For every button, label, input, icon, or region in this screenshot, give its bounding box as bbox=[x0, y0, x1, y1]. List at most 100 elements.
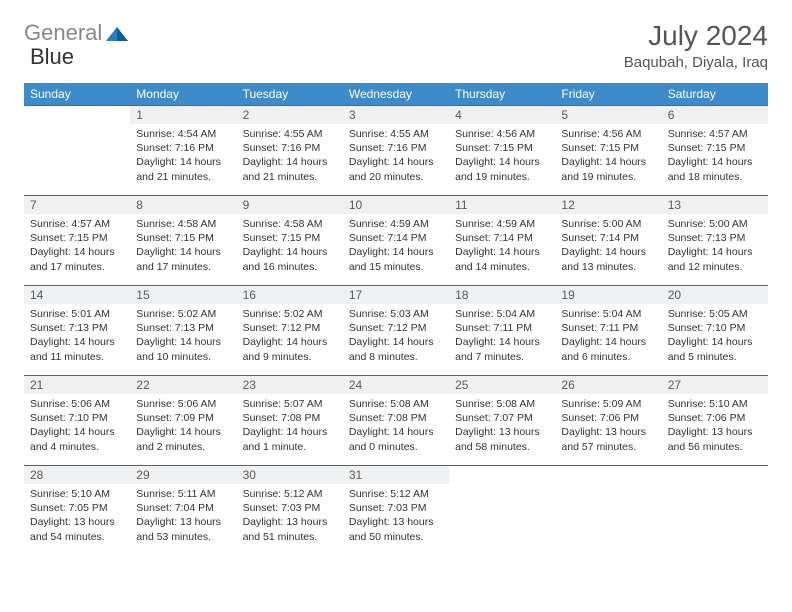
day-dl2: and 56 minutes. bbox=[668, 440, 762, 454]
day-ss: Sunset: 7:08 PM bbox=[243, 411, 337, 425]
day-dl2: and 54 minutes. bbox=[30, 530, 124, 544]
day-ss: Sunset: 7:13 PM bbox=[30, 321, 124, 335]
day-cell: 14Sunrise: 5:01 AMSunset: 7:13 PMDayligh… bbox=[24, 286, 130, 376]
day-number: 5 bbox=[555, 106, 661, 124]
day-dl1: Daylight: 14 hours bbox=[455, 245, 549, 259]
day-dl2: and 13 minutes. bbox=[561, 260, 655, 274]
day-sr: Sunrise: 4:55 AM bbox=[349, 127, 443, 141]
dow-sunday: Sunday bbox=[24, 83, 130, 106]
day-ss: Sunset: 7:09 PM bbox=[136, 411, 230, 425]
day-sr: Sunrise: 5:09 AM bbox=[561, 397, 655, 411]
day-data: Sunrise: 5:12 AMSunset: 7:03 PMDaylight:… bbox=[237, 484, 343, 550]
day-number: 7 bbox=[24, 196, 130, 214]
day-data: Sunrise: 5:10 AMSunset: 7:05 PMDaylight:… bbox=[24, 484, 130, 550]
day-ss: Sunset: 7:11 PM bbox=[455, 321, 549, 335]
week-row: 7Sunrise: 4:57 AMSunset: 7:15 PMDaylight… bbox=[24, 196, 768, 286]
day-number: 26 bbox=[555, 376, 661, 394]
day-number: 6 bbox=[662, 106, 768, 124]
day-data: Sunrise: 5:00 AMSunset: 7:14 PMDaylight:… bbox=[555, 214, 661, 280]
day-number: 9 bbox=[237, 196, 343, 214]
day-number: 11 bbox=[449, 196, 555, 214]
day-dl2: and 51 minutes. bbox=[243, 530, 337, 544]
day-dl2: and 19 minutes. bbox=[455, 170, 549, 184]
day-number: 2 bbox=[237, 106, 343, 124]
day-sr: Sunrise: 4:58 AM bbox=[136, 217, 230, 231]
day-data: Sunrise: 4:56 AMSunset: 7:15 PMDaylight:… bbox=[449, 124, 555, 190]
day-data: Sunrise: 4:57 AMSunset: 7:15 PMDaylight:… bbox=[662, 124, 768, 190]
day-dl2: and 19 minutes. bbox=[561, 170, 655, 184]
day-cell: 6Sunrise: 4:57 AMSunset: 7:15 PMDaylight… bbox=[662, 106, 768, 196]
day-dl2: and 11 minutes. bbox=[30, 350, 124, 364]
day-dl1: Daylight: 14 hours bbox=[668, 335, 762, 349]
day-number: 22 bbox=[130, 376, 236, 394]
day-ss: Sunset: 7:13 PM bbox=[136, 321, 230, 335]
day-dl1: Daylight: 14 hours bbox=[349, 425, 443, 439]
day-data: Sunrise: 4:55 AMSunset: 7:16 PMDaylight:… bbox=[237, 124, 343, 190]
day-ss: Sunset: 7:16 PM bbox=[136, 141, 230, 155]
day-ss: Sunset: 7:14 PM bbox=[561, 231, 655, 245]
day-ss: Sunset: 7:06 PM bbox=[561, 411, 655, 425]
day-cell: 27Sunrise: 5:10 AMSunset: 7:06 PMDayligh… bbox=[662, 376, 768, 466]
day-cell: 29Sunrise: 5:11 AMSunset: 7:04 PMDayligh… bbox=[130, 466, 236, 556]
day-sr: Sunrise: 4:57 AM bbox=[668, 127, 762, 141]
day-number: 14 bbox=[24, 286, 130, 304]
day-dl1: Daylight: 14 hours bbox=[243, 245, 337, 259]
day-dl2: and 17 minutes. bbox=[136, 260, 230, 274]
day-sr: Sunrise: 5:06 AM bbox=[136, 397, 230, 411]
day-cell: 20Sunrise: 5:05 AMSunset: 7:10 PMDayligh… bbox=[662, 286, 768, 376]
day-data: Sunrise: 5:03 AMSunset: 7:12 PMDaylight:… bbox=[343, 304, 449, 370]
header: General July 2024 Baqubah, Diyala, Iraq bbox=[24, 20, 768, 71]
location: Baqubah, Diyala, Iraq bbox=[624, 54, 768, 71]
day-cell: 11Sunrise: 4:59 AMSunset: 7:14 PMDayligh… bbox=[449, 196, 555, 286]
day-cell: 28Sunrise: 5:10 AMSunset: 7:05 PMDayligh… bbox=[24, 466, 130, 556]
day-ss: Sunset: 7:12 PM bbox=[243, 321, 337, 335]
day-dl1: Daylight: 14 hours bbox=[136, 245, 230, 259]
day-cell: 17Sunrise: 5:03 AMSunset: 7:12 PMDayligh… bbox=[343, 286, 449, 376]
day-sr: Sunrise: 4:58 AM bbox=[243, 217, 337, 231]
day-data: Sunrise: 5:05 AMSunset: 7:10 PMDaylight:… bbox=[662, 304, 768, 370]
day-sr: Sunrise: 4:56 AM bbox=[455, 127, 549, 141]
day-dl2: and 0 minutes. bbox=[349, 440, 443, 454]
day-sr: Sunrise: 4:57 AM bbox=[30, 217, 124, 231]
day-data: Sunrise: 4:55 AMSunset: 7:16 PMDaylight:… bbox=[343, 124, 449, 190]
day-sr: Sunrise: 5:05 AM bbox=[668, 307, 762, 321]
day-cell: 30Sunrise: 5:12 AMSunset: 7:03 PMDayligh… bbox=[237, 466, 343, 556]
day-dl2: and 12 minutes. bbox=[668, 260, 762, 274]
week-row: 1Sunrise: 4:54 AMSunset: 7:16 PMDaylight… bbox=[24, 106, 768, 196]
day-data: Sunrise: 4:58 AMSunset: 7:15 PMDaylight:… bbox=[237, 214, 343, 280]
day-number: 25 bbox=[449, 376, 555, 394]
week-row: 14Sunrise: 5:01 AMSunset: 7:13 PMDayligh… bbox=[24, 286, 768, 376]
day-data: Sunrise: 5:04 AMSunset: 7:11 PMDaylight:… bbox=[449, 304, 555, 370]
day-sr: Sunrise: 4:56 AM bbox=[561, 127, 655, 141]
day-sr: Sunrise: 5:00 AM bbox=[561, 217, 655, 231]
day-dl2: and 20 minutes. bbox=[349, 170, 443, 184]
day-ss: Sunset: 7:03 PM bbox=[349, 501, 443, 515]
day-ss: Sunset: 7:03 PM bbox=[243, 501, 337, 515]
day-dl2: and 8 minutes. bbox=[349, 350, 443, 364]
day-dl1: Daylight: 14 hours bbox=[30, 425, 124, 439]
day-data: Sunrise: 5:08 AMSunset: 7:08 PMDaylight:… bbox=[343, 394, 449, 460]
day-ss: Sunset: 7:16 PM bbox=[349, 141, 443, 155]
day-dl1: Daylight: 13 hours bbox=[243, 515, 337, 529]
day-cell: 26Sunrise: 5:09 AMSunset: 7:06 PMDayligh… bbox=[555, 376, 661, 466]
day-dl1: Daylight: 13 hours bbox=[668, 425, 762, 439]
day-sr: Sunrise: 5:11 AM bbox=[136, 487, 230, 501]
month-title: July 2024 bbox=[624, 20, 768, 52]
day-sr: Sunrise: 4:59 AM bbox=[349, 217, 443, 231]
day-data: Sunrise: 4:59 AMSunset: 7:14 PMDaylight:… bbox=[343, 214, 449, 280]
day-ss: Sunset: 7:07 PM bbox=[455, 411, 549, 425]
day-ss: Sunset: 7:15 PM bbox=[455, 141, 549, 155]
dow-monday: Monday bbox=[130, 83, 236, 106]
day-dl2: and 1 minute. bbox=[243, 440, 337, 454]
day-data: Sunrise: 5:02 AMSunset: 7:13 PMDaylight:… bbox=[130, 304, 236, 370]
day-dl2: and 16 minutes. bbox=[243, 260, 337, 274]
day-cell: 13Sunrise: 5:00 AMSunset: 7:13 PMDayligh… bbox=[662, 196, 768, 286]
day-number: 18 bbox=[449, 286, 555, 304]
day-sr: Sunrise: 5:12 AM bbox=[349, 487, 443, 501]
day-cell: 16Sunrise: 5:02 AMSunset: 7:12 PMDayligh… bbox=[237, 286, 343, 376]
day-data: Sunrise: 5:04 AMSunset: 7:11 PMDaylight:… bbox=[555, 304, 661, 370]
day-dl2: and 14 minutes. bbox=[455, 260, 549, 274]
day-data: Sunrise: 5:08 AMSunset: 7:07 PMDaylight:… bbox=[449, 394, 555, 460]
day-data: Sunrise: 5:10 AMSunset: 7:06 PMDaylight:… bbox=[662, 394, 768, 460]
day-number: 28 bbox=[24, 466, 130, 484]
